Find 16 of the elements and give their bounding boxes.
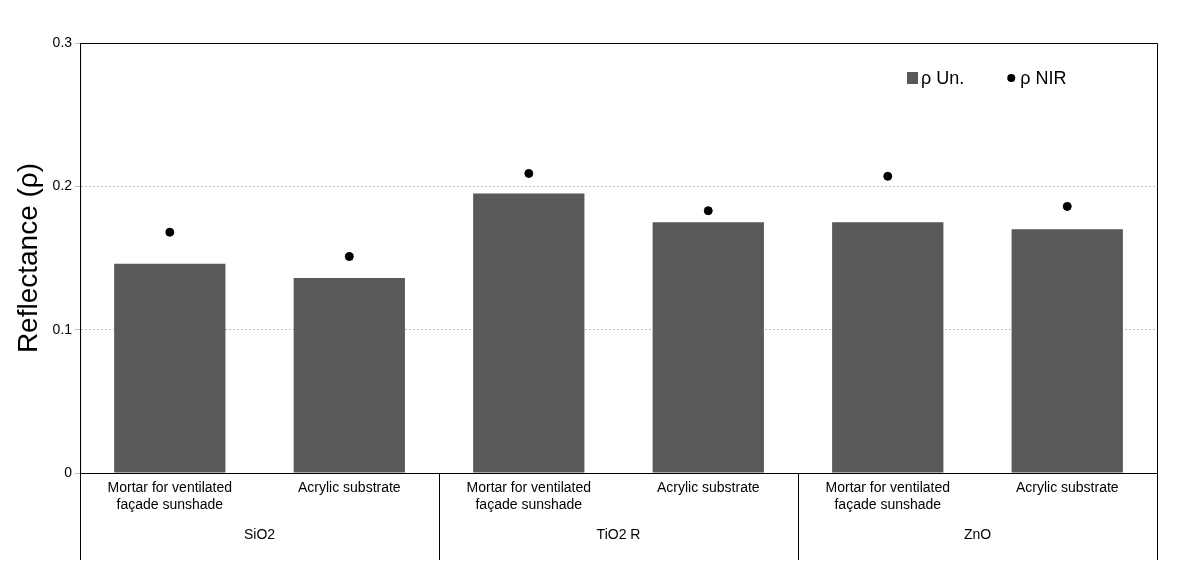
text: SiO2	[243, 525, 276, 542]
legend-label: ρ NIR	[1020, 67, 1067, 88]
x-tick-label: Acrylic substrate	[656, 478, 760, 495]
y-tick-label: 0	[64, 463, 73, 480]
y-tick-label: 0.1	[52, 320, 73, 337]
x-tick-label: Acrylic substrate	[1015, 478, 1119, 495]
x-tick-label: Mortar for ventilated façade sunshade	[825, 478, 951, 512]
x-tick-label: Acrylic substrate	[297, 478, 401, 495]
text: TiO2 R	[596, 525, 641, 542]
y-tick-label: 0.3	[52, 33, 73, 50]
y-axis-title: Reflectance (ρ)	[11, 162, 43, 354]
y-tick-label: 0.2	[52, 177, 73, 194]
legend-label: ρ Un.	[921, 67, 965, 88]
x-tick-label: Mortar for ventilated façade sunshade	[466, 478, 592, 512]
x-tick-label: Mortar for ventilated façade sunshade	[107, 478, 233, 512]
text: ZnO	[963, 525, 992, 542]
